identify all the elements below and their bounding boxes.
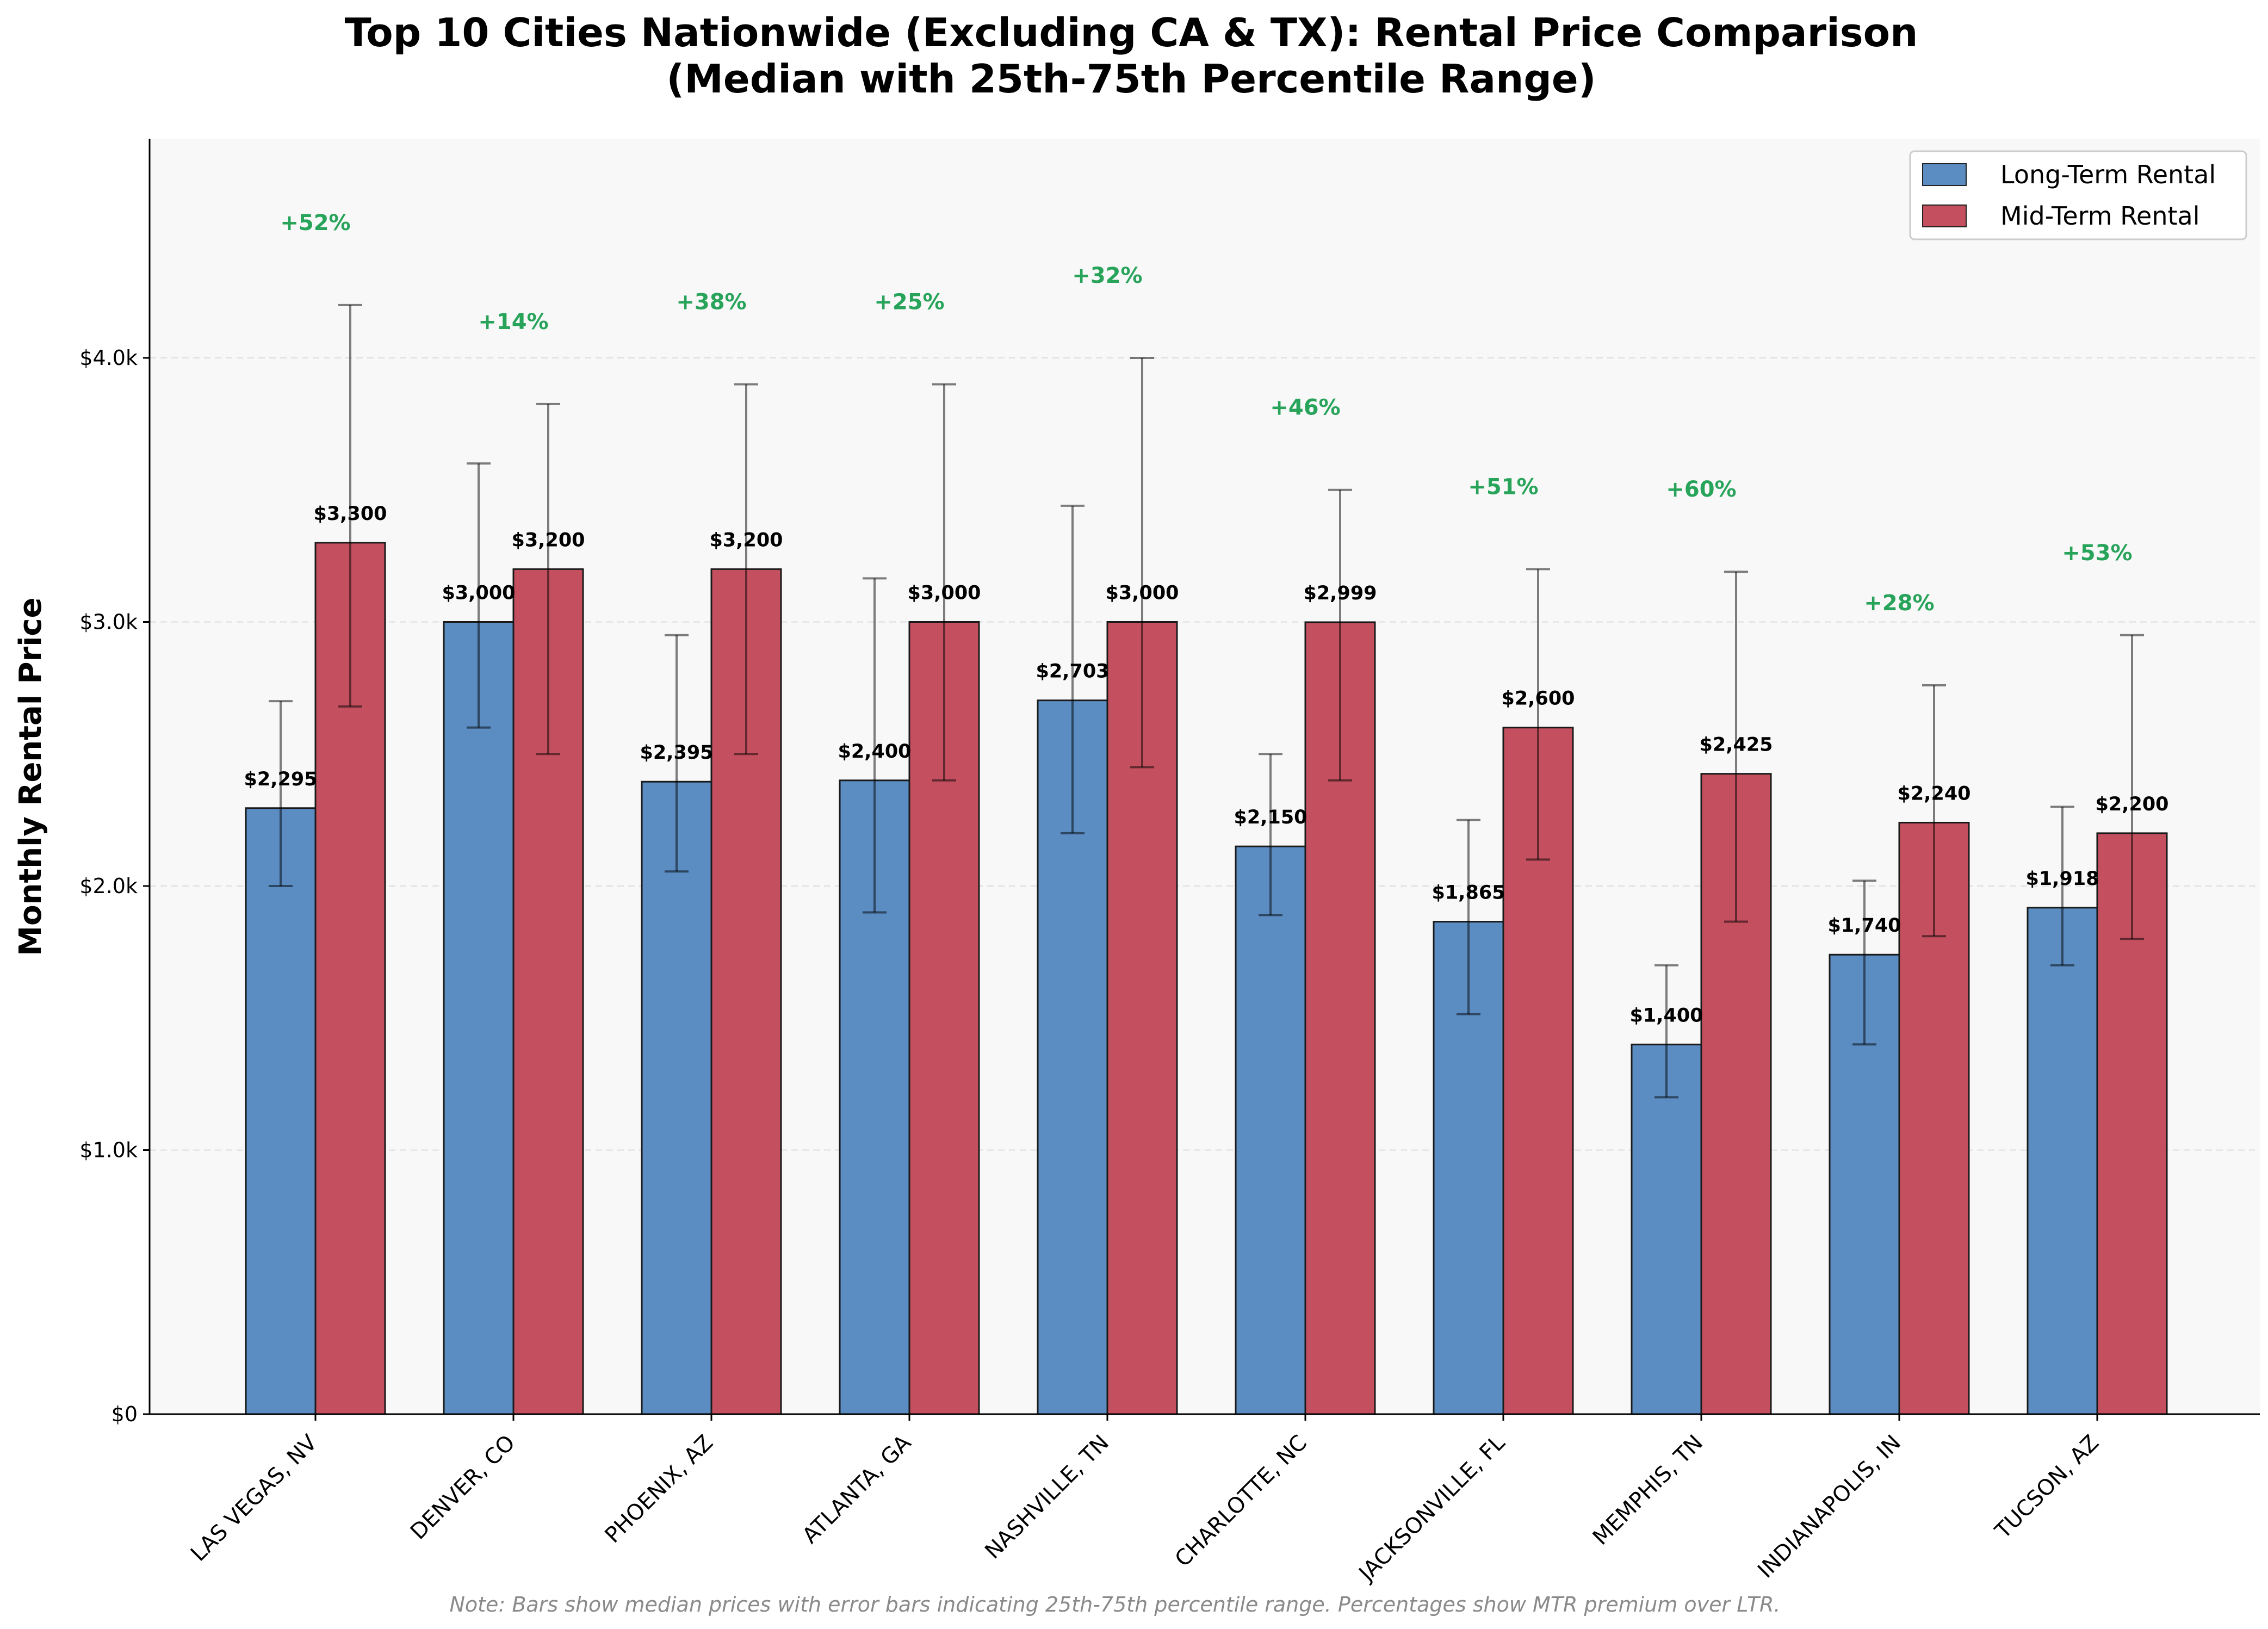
mtr-value-label: $3,300 <box>313 503 387 525</box>
ltr-bar <box>2027 907 2098 1415</box>
premium-label: +53% <box>2062 541 2132 566</box>
x-tick-label: TUCSON, AZ <box>1990 1430 2104 1544</box>
ltr-value-label: $2,400 <box>838 741 911 763</box>
mtr-value-label: $2,425 <box>1699 734 1773 756</box>
legend-swatch-long-term <box>1922 163 1967 186</box>
premium-label: +38% <box>676 290 746 315</box>
y-tick-label: $4.0k <box>79 346 138 370</box>
x-tick-label: PHOENIX, AZ <box>600 1430 718 1549</box>
chart-title: Top 10 Cities Nationwide (Excluding CA &… <box>345 10 1918 55</box>
y-tick-label: $0 <box>111 1402 138 1426</box>
mtr-value-label: $3,000 <box>1105 582 1179 604</box>
axes <box>148 139 2260 1415</box>
legend-label-mid-term: Mid-Term Rental <box>2000 201 2200 231</box>
ltr-bar <box>641 781 712 1415</box>
value-labels: $2,295 $3,300 +52% $3,000 $3,200 +14% $2,395 $3… <box>244 210 2168 1026</box>
premium-label: +28% <box>1864 591 1934 616</box>
y-axis-label: Monthly Rental Price <box>13 597 48 956</box>
ltr-value-label: $1,918 <box>2025 868 2099 890</box>
y-tick-label: $1.0k <box>79 1138 138 1162</box>
x-tick-label: NASHVILLE, TN <box>980 1430 1114 1564</box>
x-tick-label: JACKSONVILLE, FL <box>1353 1430 1510 1587</box>
x-tick-label: CHARLOTTE, NC <box>1170 1430 1312 1572</box>
ltr-value-label: $1,740 <box>1827 915 1901 937</box>
y-tick-label: $2.0k <box>79 874 138 898</box>
x-tick-label: DENVER, CO <box>406 1430 520 1545</box>
legend: Long-Term Rental Mid-Term Rental <box>1909 150 2247 240</box>
x-tick-label: ATLANTA, GA <box>798 1430 916 1549</box>
mtr-value-label: $3,000 <box>907 582 981 604</box>
legend-swatch-mid-term <box>1922 205 1967 227</box>
ltr-bar <box>245 807 317 1415</box>
premium-label: +52% <box>280 210 350 236</box>
premium-label: +51% <box>1468 474 1538 499</box>
x-tick-label: INDIANAPOLIS, IN <box>1753 1430 1906 1583</box>
x-tick-label: LAS VEGAS, NV <box>186 1430 323 1566</box>
mtr-value-label: $3,200 <box>511 529 585 551</box>
mtr-value-label: $2,240 <box>1897 783 1970 804</box>
premium-label: +25% <box>874 290 944 315</box>
premium-label: +32% <box>1072 263 1142 288</box>
ltr-bar <box>1631 1043 1702 1415</box>
y-tick-label: $3.0k <box>79 610 138 634</box>
error-bars <box>269 303 2144 1099</box>
chart-subtitle: (Median with 25th-75th Percentile Range) <box>666 56 1596 102</box>
x-ticks: LAS VEGAS, NV DENVER, CO PHOENIX, AZ ATLANT… <box>186 1414 2104 1587</box>
premium-label: +60% <box>1666 477 1736 502</box>
mtr-value-label: $3,200 <box>709 529 783 551</box>
ltr-value-label: $1,865 <box>1432 882 1505 904</box>
mtr-value-label: $2,999 <box>1303 583 1377 604</box>
x-tick-label: MEMPHIS, TN <box>1588 1430 1708 1550</box>
y-ticks: $0 $1.0k $2.0k $3.0k $4.0k <box>79 346 150 1426</box>
chart-note: Note: Bars show median prices with error… <box>449 1593 1780 1616</box>
ltr-value-label: $2,703 <box>1036 661 1109 683</box>
ltr-bar <box>1235 845 1306 1415</box>
ltr-value-label: $3,000 <box>442 582 515 604</box>
ltr-bar <box>443 621 515 1415</box>
ltr-value-label: $1,400 <box>1629 1005 1703 1026</box>
ltr-value-label: $2,395 <box>640 742 713 764</box>
legend-label-long-term: Long-Term Rental <box>2000 160 2216 189</box>
ltr-value-label: $2,295 <box>244 769 317 790</box>
premium-label: +46% <box>1270 395 1340 420</box>
legend-frame <box>1909 150 2247 240</box>
mtr-value-label: $2,200 <box>2095 794 2168 815</box>
premium-label: +14% <box>478 309 548 335</box>
mtr-value-label: $2,600 <box>1501 688 1575 710</box>
ltr-value-label: $2,150 <box>1234 807 1307 828</box>
